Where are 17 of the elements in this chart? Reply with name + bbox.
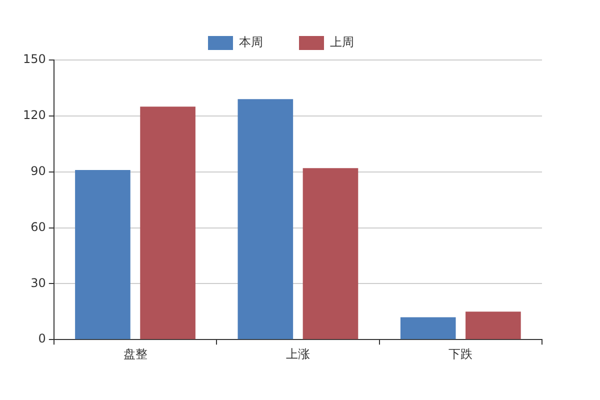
y-tick-label: 90 [30,164,46,178]
bar [238,99,294,340]
bar [140,106,196,340]
y-tick-label: 120 [23,108,46,122]
bar [400,317,456,340]
bar [75,170,130,340]
y-tick-label: 60 [30,220,46,234]
legend-label: 上周 [330,35,354,50]
y-tick-label: 0 [38,332,46,346]
x-tick-label: 盘整 [123,346,148,361]
x-tick-label: 下跌 [448,346,473,361]
bar [466,312,521,340]
x-tick-label: 上涨 [286,346,310,361]
y-tick-label: 150 [23,52,46,66]
legend-label: 本周 [239,35,263,50]
y-tick-label: 30 [30,276,46,290]
bar [302,168,358,340]
